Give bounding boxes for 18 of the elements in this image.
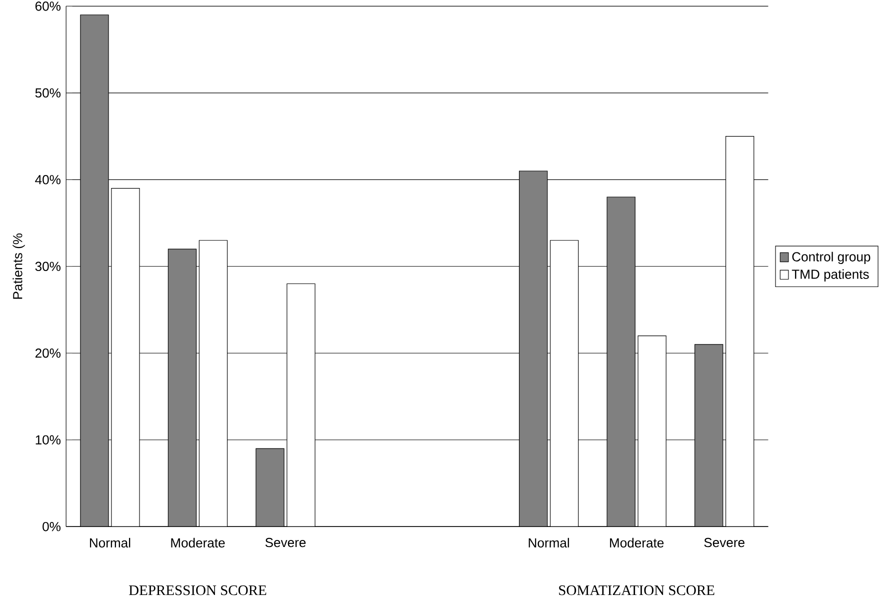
- text: DEPRESSION SCORE: [128, 585, 266, 596]
- text: SOMATIZATION SCORE: [559, 585, 714, 596]
- y-tick-label: 10%: [36, 435, 60, 444]
- x-tick-label: Severe: [704, 538, 744, 548]
- x-tick-label: Moderate: [610, 538, 664, 548]
- y-axis-title: Patients (%: [12, 233, 25, 299]
- x-tick-label: Severe: [265, 538, 306, 548]
- y-tick-label: 20%: [35, 348, 60, 358]
- x-tick-label: Moderate: [171, 538, 225, 548]
- x-tick-label: Normal: [528, 538, 569, 548]
- legend-label: Control group: [792, 252, 870, 264]
- legend-label: TMD patients: [792, 269, 869, 282]
- x-tick-label: Normal: [90, 538, 130, 548]
- y-tick-label: 30%: [35, 262, 60, 271]
- y-tick-label: 60%: [35, 1, 60, 11]
- y-tick-label: 0%: [42, 522, 60, 532]
- y-tick-label: 50%: [35, 88, 60, 98]
- y-tick-label: 40%: [35, 174, 60, 184]
